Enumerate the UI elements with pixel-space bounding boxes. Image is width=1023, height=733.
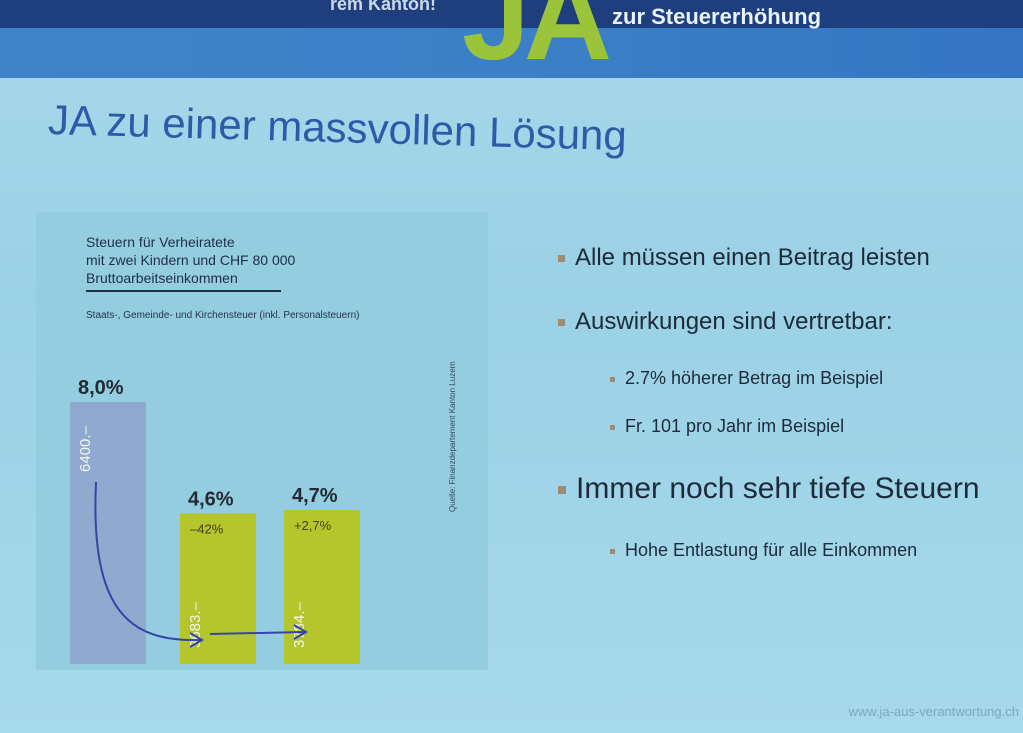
trend-arrow (209, 631, 305, 635)
chart-bar (70, 402, 146, 664)
arrow-head-icon (293, 624, 308, 640)
bullet-text: Fr. 101 pro Jahr im Beispiel (625, 416, 845, 436)
tax-chart: Steuern für Verheiratete mit zwei Kinder… (36, 212, 488, 670)
bullet-list: Alle müssen einen Beitrag leisten Auswir… (556, 0, 1023, 733)
bullet-square-icon (558, 486, 566, 495)
arrow-head-icon (189, 632, 204, 648)
ja-logo: JA (462, 0, 612, 78)
bullet-square-icon (610, 376, 615, 382)
bullet-item: Immer noch sehr tiefe Steuern (558, 472, 980, 506)
trend-arrow (94, 481, 201, 642)
bullet-text: 2.7% höherer Betrag im Beispiel (625, 368, 884, 388)
bar-change-label: –42% (190, 521, 224, 536)
slide-header-band: rem Kanton! JA zur Steuererhöhung (0, 0, 1023, 78)
chart-title-line-1: Steuern für Verheiratete (86, 234, 235, 250)
bullet-square-icon (610, 548, 615, 554)
chart-bar (180, 513, 256, 664)
bar-change-label: +2,7% (294, 518, 332, 533)
bullet-text: Hohe Entlastung für alle Einkommen (625, 540, 918, 560)
bullet-item: Alle müssen einen Beitrag leisten (558, 244, 930, 272)
header-dark-band (0, 0, 1023, 28)
bullet-item: Auswirkungen sind vertretbar: (558, 308, 892, 336)
header-partial-text: rem Kanton! (330, 0, 437, 14)
bar-amount-label: 3784.– (291, 601, 308, 648)
chart-title-line-2: mit zwei Kindern und CHF 80 000 (86, 252, 296, 268)
bullet-text: Alle müssen einen Beitrag leisten (575, 244, 930, 271)
bullet-subitem: Fr. 101 pro Jahr im Beispiel (610, 416, 844, 437)
bar-percent-label: 8,0% (78, 377, 124, 399)
bar-amount-label: 6400.– (77, 425, 94, 472)
bar-percent-label: 4,7% (292, 485, 338, 507)
bullet-subitem: 2.7% höherer Betrag im Beispiel (610, 368, 883, 389)
chart-source: Quelle: Finanzdepartement Kanton Luzern (448, 361, 457, 512)
chart-title-line-3: Bruttoarbeitseinkommen (86, 270, 238, 286)
bullet-square-icon (558, 319, 565, 327)
chart-title-underline (86, 290, 281, 292)
bullet-subitem: Hohe Entlastung für alle Einkommen (610, 540, 917, 561)
header-subtitle: zur Steuererhöhung (612, 4, 822, 29)
bullet-square-icon (558, 255, 565, 263)
bullet-text: Immer noch sehr tiefe Steuern (576, 472, 980, 505)
bullet-text: Auswirkungen sind vertretbar: (575, 308, 893, 335)
bar-percent-label: 4,6% (188, 488, 234, 510)
bar-amount-label: 3683.– (187, 601, 204, 648)
chart-subtitle: Staats-, Gemeinde- und Kirchensteuer (in… (86, 310, 360, 321)
footer-url: www.ja-aus-verantwortung.ch (848, 704, 1019, 719)
chart-plot: 8,0%6400.–20044,6%3683.––42%20164,7%3784… (70, 377, 360, 664)
bullet-square-icon (610, 424, 615, 430)
slide-title: JA zu einer massvollen Lösung (47, 96, 628, 160)
